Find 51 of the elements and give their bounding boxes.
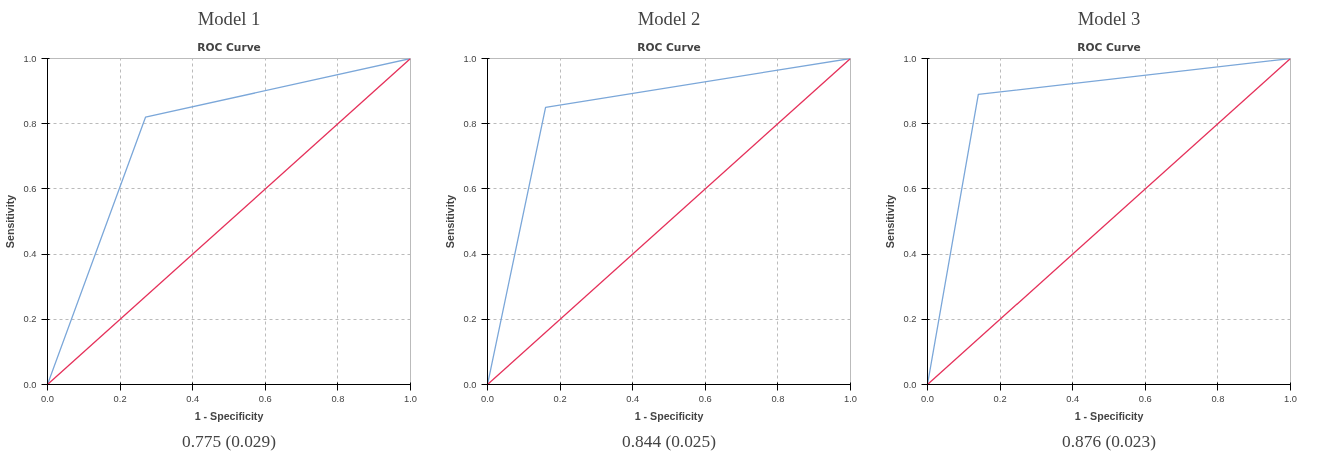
y-tick-label: 0.2 xyxy=(23,314,37,325)
chart-subtitle: ROC Curve xyxy=(637,40,701,54)
y-tick-label: 0.2 xyxy=(463,314,477,325)
x-tick-label: 1.0 xyxy=(844,393,857,404)
x-tick-label: 0.0 xyxy=(41,393,54,404)
y-axis-title: Sensitivity xyxy=(3,194,16,249)
y-tick-label: 0.4 xyxy=(23,249,37,260)
y-tick-label: 0.2 xyxy=(903,314,917,325)
x-tick-label: 0.6 xyxy=(258,393,272,404)
y-tick-label: 0.4 xyxy=(903,249,917,260)
chart-title: Model 3 xyxy=(1077,7,1141,29)
x-tick-label: 0.6 xyxy=(698,393,712,404)
x-tick-label: 0.8 xyxy=(771,393,785,404)
x-tick-label: 0.0 xyxy=(481,393,494,404)
x-tick-label: 0.2 xyxy=(553,393,567,404)
y-tick-label: 0.8 xyxy=(463,118,477,129)
y-tick-label: 1.0 xyxy=(23,53,37,64)
x-tick-label: 0.4 xyxy=(626,393,640,404)
x-axis-title: 1 - Specificity xyxy=(1074,409,1144,422)
y-tick-label: 1.0 xyxy=(903,53,917,64)
x-tick-label: 0.8 xyxy=(331,393,345,404)
text: 0.844 (0.025) xyxy=(622,431,717,451)
y-tick-label: 0.0 xyxy=(903,379,917,390)
y-tick-label: 0.6 xyxy=(23,183,37,194)
chart-subtitle: ROC Curve xyxy=(197,40,261,54)
chart-subtitle: ROC Curve xyxy=(1077,40,1141,54)
chart-title: Model 2 xyxy=(637,7,701,29)
x-axis-title: 1 - Specificity xyxy=(194,409,264,422)
x-tick-label: 0.8 xyxy=(1211,393,1225,404)
x-tick-label: 1.0 xyxy=(1284,393,1297,404)
y-tick-label: 0.8 xyxy=(23,118,37,129)
x-tick-label: 0.0 xyxy=(921,393,934,404)
y-tick-label: 0.0 xyxy=(463,379,477,390)
x-tick-label: 0.4 xyxy=(186,393,200,404)
x-tick-label: 0.2 xyxy=(113,393,127,404)
text: 0.775 (0.029) xyxy=(182,431,277,451)
y-tick-label: 0.6 xyxy=(903,183,917,194)
y-axis-title: Sensitivity xyxy=(443,194,456,249)
x-axis-title: 1 - Specificity xyxy=(634,409,704,422)
y-tick-label: 0.6 xyxy=(463,183,477,194)
y-tick-label: 0.4 xyxy=(463,249,477,260)
x-tick-label: 0.2 xyxy=(993,393,1007,404)
chart-title: Model 1 xyxy=(197,7,261,29)
text: 0.876 (0.023) xyxy=(1062,431,1157,451)
x-tick-label: 0.6 xyxy=(1138,393,1152,404)
y-tick-label: 1.0 xyxy=(463,53,477,64)
x-tick-label: 0.4 xyxy=(1066,393,1080,404)
x-tick-label: 1.0 xyxy=(404,393,417,404)
y-tick-label: 0.8 xyxy=(903,118,917,129)
y-axis-title: Sensitivity xyxy=(883,194,896,249)
y-tick-label: 0.0 xyxy=(23,379,37,390)
